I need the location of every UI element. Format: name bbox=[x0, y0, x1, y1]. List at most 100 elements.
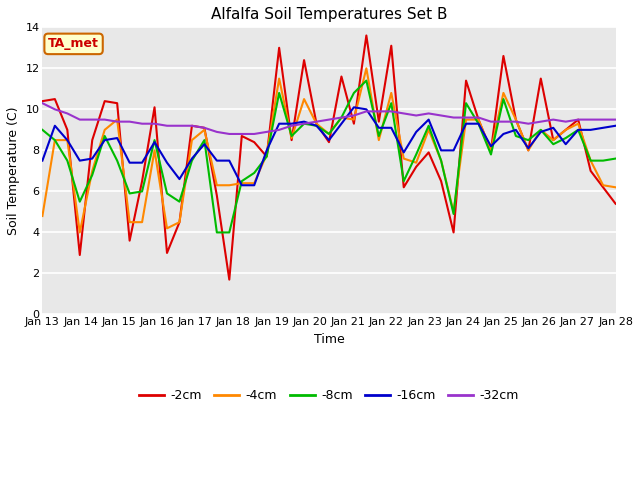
-4cm bbox=[238, 180, 246, 186]
-2cm bbox=[574, 117, 582, 122]
-2cm bbox=[150, 105, 158, 110]
-32cm bbox=[200, 125, 208, 131]
-4cm bbox=[188, 137, 196, 143]
-8cm bbox=[437, 158, 445, 164]
-8cm bbox=[350, 90, 358, 96]
-2cm bbox=[76, 252, 84, 258]
-4cm bbox=[375, 137, 383, 143]
-2cm bbox=[475, 117, 483, 122]
-4cm bbox=[175, 219, 183, 225]
-4cm bbox=[487, 147, 495, 153]
-16cm bbox=[250, 182, 258, 188]
-2cm bbox=[113, 100, 121, 106]
-32cm bbox=[475, 115, 483, 120]
-4cm bbox=[38, 213, 46, 219]
-8cm bbox=[250, 170, 258, 176]
-16cm bbox=[337, 121, 345, 127]
-32cm bbox=[101, 117, 109, 122]
-8cm bbox=[612, 156, 620, 161]
-32cm bbox=[51, 107, 59, 112]
-2cm bbox=[200, 125, 208, 131]
-2cm bbox=[549, 137, 557, 143]
-4cm bbox=[138, 219, 146, 225]
-16cm bbox=[450, 147, 458, 153]
-16cm bbox=[138, 160, 146, 166]
-32cm bbox=[188, 123, 196, 129]
-4cm bbox=[288, 135, 296, 141]
-4cm bbox=[325, 131, 333, 137]
-8cm bbox=[113, 158, 121, 164]
-2cm bbox=[562, 127, 570, 133]
-8cm bbox=[200, 137, 208, 143]
-4cm bbox=[500, 90, 508, 96]
-16cm bbox=[300, 119, 308, 124]
-32cm bbox=[487, 119, 495, 124]
-16cm bbox=[188, 156, 196, 161]
-32cm bbox=[238, 131, 246, 137]
-16cm bbox=[275, 121, 283, 127]
-8cm bbox=[599, 158, 607, 164]
-16cm bbox=[387, 125, 395, 131]
-8cm bbox=[225, 229, 233, 235]
-16cm bbox=[400, 150, 408, 156]
-8cm bbox=[288, 133, 296, 139]
-32cm bbox=[375, 108, 383, 114]
-32cm bbox=[512, 119, 520, 124]
-2cm bbox=[288, 137, 296, 143]
-16cm bbox=[288, 121, 296, 127]
-32cm bbox=[275, 127, 283, 133]
-32cm bbox=[337, 115, 345, 120]
-8cm bbox=[188, 158, 196, 164]
-2cm bbox=[437, 178, 445, 184]
-8cm bbox=[76, 199, 84, 204]
-16cm bbox=[238, 182, 246, 188]
-8cm bbox=[238, 178, 246, 184]
-8cm bbox=[275, 90, 283, 96]
-2cm bbox=[88, 137, 96, 143]
Line: -32cm: -32cm bbox=[42, 103, 616, 134]
-4cm bbox=[300, 96, 308, 102]
-4cm bbox=[450, 209, 458, 215]
-16cm bbox=[512, 127, 520, 133]
-4cm bbox=[150, 147, 158, 153]
-32cm bbox=[325, 117, 333, 122]
-2cm bbox=[163, 250, 171, 256]
-8cm bbox=[88, 172, 96, 178]
-16cm bbox=[63, 137, 71, 143]
-32cm bbox=[425, 110, 433, 116]
-8cm bbox=[38, 127, 46, 133]
-32cm bbox=[599, 117, 607, 122]
-2cm bbox=[612, 201, 620, 206]
-4cm bbox=[126, 219, 134, 225]
-8cm bbox=[587, 158, 595, 164]
-8cm bbox=[163, 191, 171, 196]
-8cm bbox=[362, 78, 370, 84]
-4cm bbox=[213, 182, 221, 188]
-4cm bbox=[437, 158, 445, 164]
-8cm bbox=[325, 131, 333, 137]
-16cm bbox=[574, 127, 582, 133]
-16cm bbox=[412, 129, 420, 135]
-4cm bbox=[76, 229, 84, 235]
-16cm bbox=[425, 117, 433, 122]
-4cm bbox=[225, 182, 233, 188]
-8cm bbox=[63, 158, 71, 164]
-4cm bbox=[350, 117, 358, 122]
-8cm bbox=[375, 133, 383, 139]
-4cm bbox=[599, 182, 607, 188]
-32cm bbox=[387, 108, 395, 114]
-4cm bbox=[88, 168, 96, 174]
-32cm bbox=[574, 117, 582, 122]
-8cm bbox=[562, 135, 570, 141]
-2cm bbox=[213, 192, 221, 198]
-2cm bbox=[263, 154, 271, 159]
-2cm bbox=[350, 121, 358, 127]
-32cm bbox=[549, 117, 557, 122]
Line: -16cm: -16cm bbox=[42, 108, 616, 185]
-4cm bbox=[512, 117, 520, 122]
-2cm bbox=[38, 98, 46, 104]
-32cm bbox=[288, 123, 296, 129]
-2cm bbox=[450, 229, 458, 235]
-32cm bbox=[437, 113, 445, 119]
-8cm bbox=[337, 115, 345, 120]
